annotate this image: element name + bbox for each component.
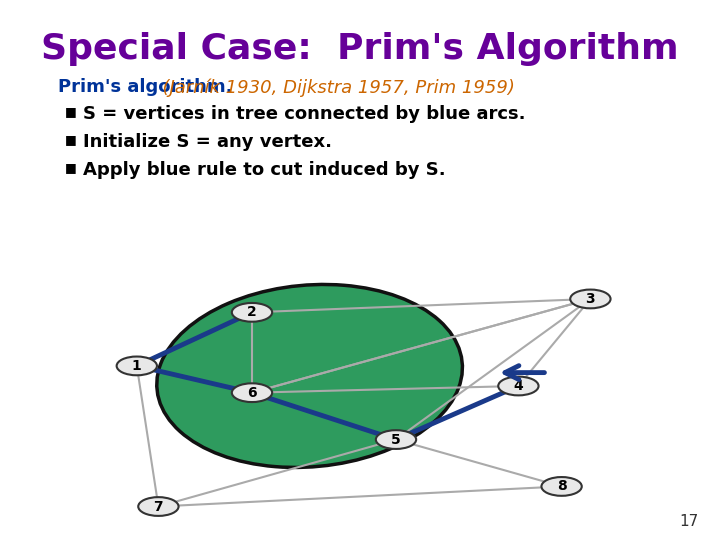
Ellipse shape — [157, 285, 462, 468]
Text: Special Case:  Prim's Algorithm: Special Case: Prim's Algorithm — [41, 32, 679, 66]
Text: (Jarník 1930, Dijkstra 1957, Prim 1959): (Jarník 1930, Dijkstra 1957, Prim 1959) — [151, 78, 515, 97]
Text: 5: 5 — [391, 433, 401, 447]
Text: 4: 4 — [513, 379, 523, 393]
Text: 8: 8 — [557, 480, 567, 494]
Text: 17: 17 — [679, 514, 698, 529]
Text: 3: 3 — [585, 292, 595, 306]
Text: S = vertices in tree connected by blue arcs.: S = vertices in tree connected by blue a… — [83, 105, 526, 123]
Circle shape — [498, 376, 539, 395]
Text: 6: 6 — [247, 386, 257, 400]
Text: Apply blue rule to cut induced by S.: Apply blue rule to cut induced by S. — [83, 161, 446, 179]
Circle shape — [376, 430, 416, 449]
Text: Prim's algorithm.: Prim's algorithm. — [58, 78, 232, 96]
Circle shape — [232, 383, 272, 402]
Text: ■: ■ — [65, 133, 76, 146]
Text: 1: 1 — [132, 359, 142, 373]
Text: 2: 2 — [247, 305, 257, 319]
Circle shape — [570, 289, 611, 308]
Text: ■: ■ — [65, 161, 76, 174]
Text: 7: 7 — [153, 500, 163, 514]
Circle shape — [117, 356, 157, 375]
Circle shape — [138, 497, 179, 516]
Text: ■: ■ — [65, 105, 76, 118]
Circle shape — [541, 477, 582, 496]
Circle shape — [232, 303, 272, 322]
Text: Initialize S = any vertex.: Initialize S = any vertex. — [83, 133, 332, 151]
